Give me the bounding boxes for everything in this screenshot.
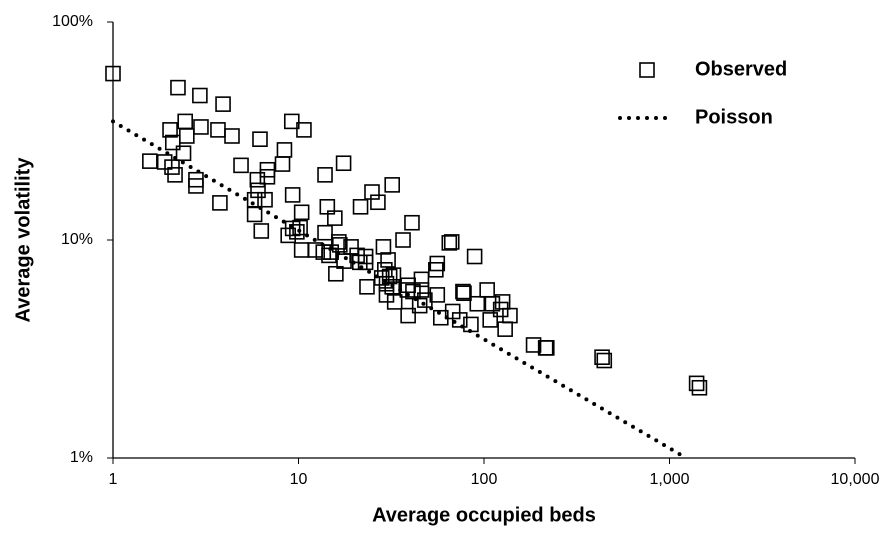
x-tick-label: 1,000 <box>649 471 689 488</box>
point <box>357 254 374 271</box>
point <box>359 278 375 295</box>
point <box>188 178 204 194</box>
point <box>246 206 263 223</box>
point <box>594 349 610 365</box>
point <box>331 234 347 250</box>
point <box>373 270 390 286</box>
point <box>164 134 181 151</box>
point <box>252 131 268 147</box>
legend-label: Observed <box>695 58 787 80</box>
point <box>352 199 369 215</box>
point <box>289 224 305 240</box>
x-tick-label: 10 <box>290 471 308 488</box>
point <box>175 145 192 162</box>
y-axis-title: Average volatility <box>12 157 34 323</box>
y-tick-label: 100% <box>52 13 93 30</box>
point <box>317 167 333 183</box>
x-tick-label: 1 <box>109 471 118 488</box>
point <box>259 168 276 185</box>
point <box>212 195 228 211</box>
point <box>691 379 708 396</box>
point <box>451 312 468 328</box>
point <box>404 214 420 231</box>
point <box>502 307 518 324</box>
point <box>413 282 430 298</box>
point <box>233 157 249 174</box>
x-axis-title: Average occupied beds <box>372 504 596 526</box>
point <box>429 255 446 272</box>
point <box>384 177 401 193</box>
point <box>215 96 231 112</box>
point <box>484 295 501 312</box>
point <box>384 278 401 295</box>
point <box>177 113 193 130</box>
y-tick-label: 10% <box>61 231 93 248</box>
point <box>293 242 310 258</box>
point <box>364 184 380 200</box>
point <box>332 237 348 253</box>
point <box>375 239 392 255</box>
point <box>253 223 270 239</box>
point <box>343 239 359 255</box>
point <box>105 65 121 82</box>
point <box>276 142 293 158</box>
point <box>249 171 266 188</box>
legend-marker <box>639 62 655 78</box>
fit-line <box>111 119 689 460</box>
point <box>162 122 178 138</box>
point <box>469 295 486 312</box>
point <box>466 248 483 265</box>
legend-label: Poisson <box>695 106 773 128</box>
point <box>455 283 471 300</box>
point <box>192 87 208 104</box>
point <box>317 224 333 241</box>
point <box>411 297 428 314</box>
point <box>327 210 343 226</box>
point <box>482 312 499 328</box>
point <box>385 267 402 283</box>
point <box>170 79 186 96</box>
point <box>386 294 403 310</box>
point <box>417 292 433 308</box>
x-tick-label: 10,000 <box>831 471 880 488</box>
point <box>381 268 398 285</box>
point <box>380 252 396 268</box>
point <box>284 220 301 237</box>
point <box>497 321 513 337</box>
point <box>257 191 273 208</box>
point <box>193 119 209 135</box>
point <box>395 232 411 248</box>
x-tick-label: 100 <box>471 471 498 488</box>
point <box>370 194 386 211</box>
point <box>335 155 352 172</box>
y-tick-label: 1% <box>70 449 93 466</box>
point <box>688 375 705 392</box>
point <box>479 282 495 298</box>
point <box>413 271 430 288</box>
point <box>328 265 344 282</box>
point <box>167 167 183 183</box>
point <box>538 340 555 356</box>
point <box>224 128 240 144</box>
point <box>456 285 472 302</box>
point <box>429 287 446 303</box>
point <box>441 235 458 251</box>
point <box>284 187 301 203</box>
point <box>357 248 374 265</box>
point <box>443 234 460 250</box>
point <box>293 204 310 221</box>
point <box>274 156 291 172</box>
point <box>246 191 263 208</box>
point <box>283 113 300 130</box>
point <box>142 153 158 169</box>
point <box>400 307 416 324</box>
point <box>296 122 312 138</box>
point <box>179 128 195 144</box>
point <box>210 122 226 138</box>
point <box>596 352 613 369</box>
